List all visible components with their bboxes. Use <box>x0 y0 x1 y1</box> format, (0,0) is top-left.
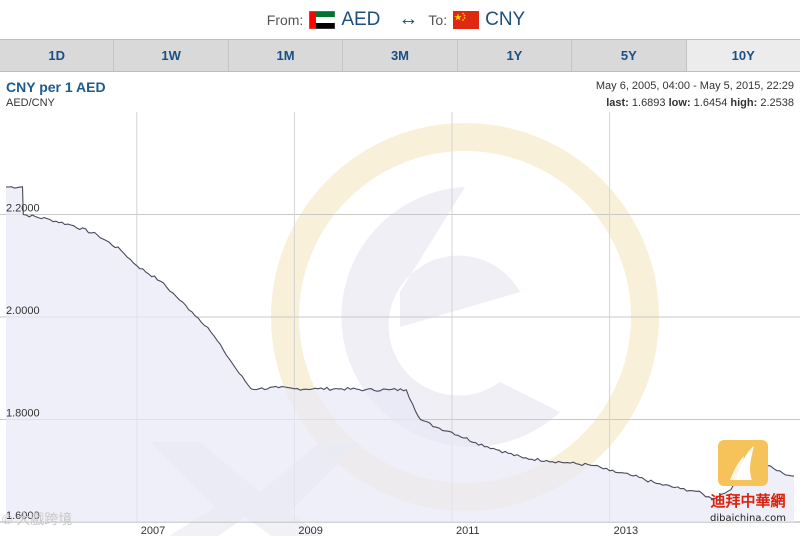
chart-series <box>5 186 795 522</box>
low-label: low: <box>668 97 691 109</box>
logo-url-text: dibaichina.com <box>710 513 786 524</box>
y-tick-label: 2.0000 <box>6 305 40 317</box>
swap-currencies-icon[interactable]: ↔ <box>398 8 419 30</box>
to-currency-select[interactable]: CNY <box>485 8 526 30</box>
low-value: 1.6454 <box>693 97 728 109</box>
from-currency-select[interactable]: AED <box>341 8 381 30</box>
x-tick-label: 2009 <box>298 525 322 536</box>
chart-axis-labels: 1.6000 1.8000 2.0000 2.2000 2007 2009 2011 2013 <box>6 203 638 536</box>
series-area <box>6 186 794 522</box>
tab-3m[interactable]: 3M <box>343 40 458 71</box>
currency-selector-bar: From: AED ↔ To: CNY <box>0 0 800 39</box>
tab-1w[interactable]: 1W <box>114 40 229 71</box>
high-label: high: <box>730 97 758 109</box>
time-range-tabs: 1D 1W 1M 3M 1Y 5Y 10Y <box>0 39 800 72</box>
exchange-rate-chart[interactable]: 1.6000 1.8000 2.0000 2.2000 2007 2009 2011 2013 <box>0 112 800 536</box>
tab-10y[interactable]: 10Y <box>686 40 800 71</box>
corner-watermark: © 大戲跨境 <box>2 511 73 527</box>
from-label: From: <box>266 11 304 28</box>
tab-1y[interactable]: 1Y <box>458 40 573 71</box>
logo-chinese-text: 迪拜中華網 <box>710 492 785 510</box>
series-line <box>5 186 795 500</box>
tab-1m[interactable]: 1M <box>229 40 344 71</box>
last-value: 1.6893 <box>631 97 666 109</box>
dibaichina-logo: 迪拜中華網 dibaichina.com <box>710 440 786 524</box>
chart-title: CNY per 1 AED <box>6 79 106 95</box>
uae-flag-icon[interactable] <box>309 10 336 29</box>
date-range-label: May 6, 2005, 04:00 - May 5, 2015, 22:29 <box>595 80 794 92</box>
to-label: To: <box>428 11 448 28</box>
x-tick-label: 2007 <box>141 525 165 536</box>
high-value: 2.2538 <box>760 97 794 109</box>
y-tick-label: 1.6000 <box>6 510 40 522</box>
x-tick-label: 2013 <box>614 525 638 536</box>
y-tick-label: 2.2000 <box>6 203 40 215</box>
china-flag-icon[interactable] <box>453 10 480 29</box>
watermark-e-shape <box>341 187 560 447</box>
currency-pair-label: AED/CNY <box>6 97 55 109</box>
stats-summary: last: 1.6893 low: 1.6454 high: 2.2538 <box>606 97 794 109</box>
x-tick-label: 2011 <box>456 525 480 536</box>
y-tick-label: 1.8000 <box>6 408 40 420</box>
tab-5y[interactable]: 5Y <box>572 40 687 71</box>
last-label: last: <box>606 97 629 109</box>
tab-1d[interactable]: 1D <box>0 40 115 71</box>
